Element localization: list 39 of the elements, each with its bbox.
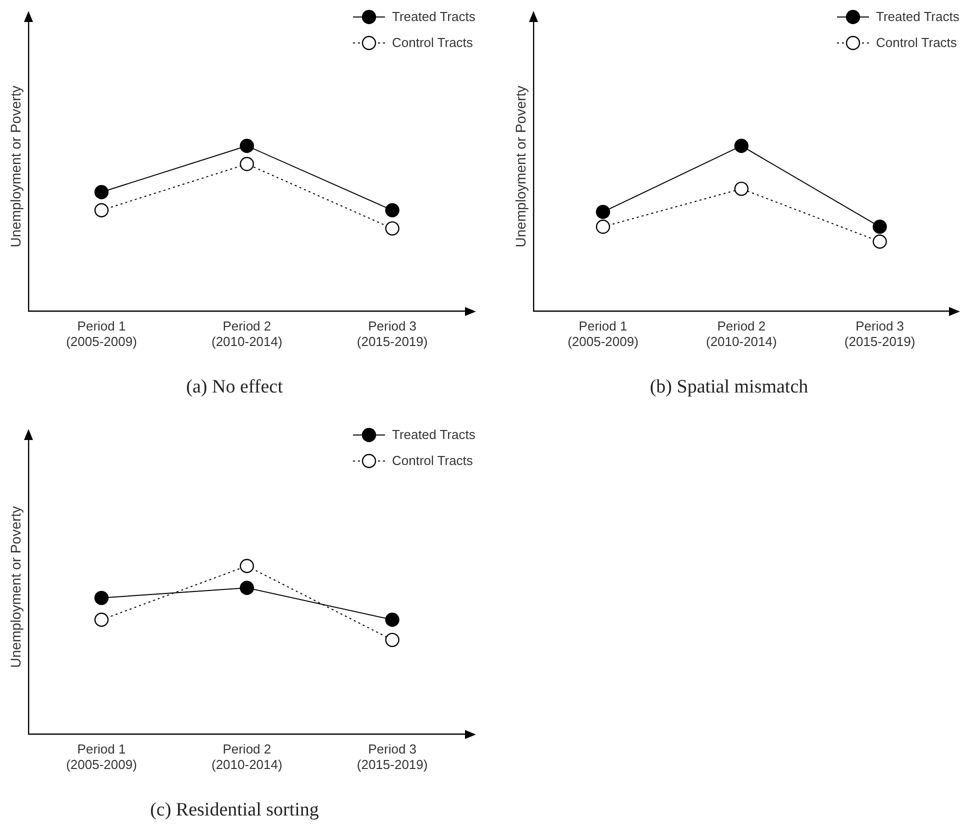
point: [385, 632, 400, 648]
text: (b) Spatial mismatch: [650, 376, 809, 398]
point: [240, 138, 254, 153]
point: [596, 204, 610, 220]
x-tick-label: Period 2 (2010-2014): [211, 318, 282, 349]
y-axis-title: Unemployment or Poverty: [512, 86, 528, 248]
legend-label: Treated Tracts: [876, 8, 960, 26]
y-axis-title: Unemployment or Poverty: [7, 86, 24, 248]
y-axis-title: Unemployment or Poverty: [7, 506, 24, 668]
text: (a) No effect: [186, 376, 284, 398]
x-tick-label: Period 1 (2005-2009): [66, 741, 137, 772]
x-tick-label: Period 3 (2015-2019): [356, 318, 428, 349]
x-tick-label: Period 3 (2015-2019): [844, 318, 916, 349]
x-tick-label: Period 2 (2010-2014): [211, 741, 282, 772]
x-tick-label: Period 3 (2015-2019): [356, 741, 428, 772]
point: [872, 234, 887, 249]
x-tick-label: Period 1 (2005-2009): [568, 318, 638, 349]
point: [385, 203, 400, 218]
point: [385, 221, 400, 236]
legend-label: Control Tracts: [392, 34, 473, 52]
point: [94, 203, 109, 218]
point: [385, 612, 400, 627]
point: [596, 220, 610, 234]
point: [240, 580, 254, 595]
legend-label: Treated Tracts: [392, 426, 476, 444]
point: [94, 612, 109, 627]
point: [94, 590, 109, 606]
point: [872, 220, 887, 234]
point: [734, 182, 748, 196]
legend-label: Treated Tracts: [392, 8, 476, 26]
point: [240, 558, 254, 574]
x-tick-label: Period 1 (2005-2009): [66, 318, 137, 349]
point: [734, 138, 748, 153]
x-tick-label: Period 2 (2010-2014): [706, 318, 777, 349]
text: (c) Residential sorting: [150, 800, 320, 821]
legend-label: Control Tracts: [876, 34, 957, 52]
legend-label: Control Tracts: [392, 452, 473, 470]
point: [240, 156, 254, 172]
point: [94, 184, 109, 200]
